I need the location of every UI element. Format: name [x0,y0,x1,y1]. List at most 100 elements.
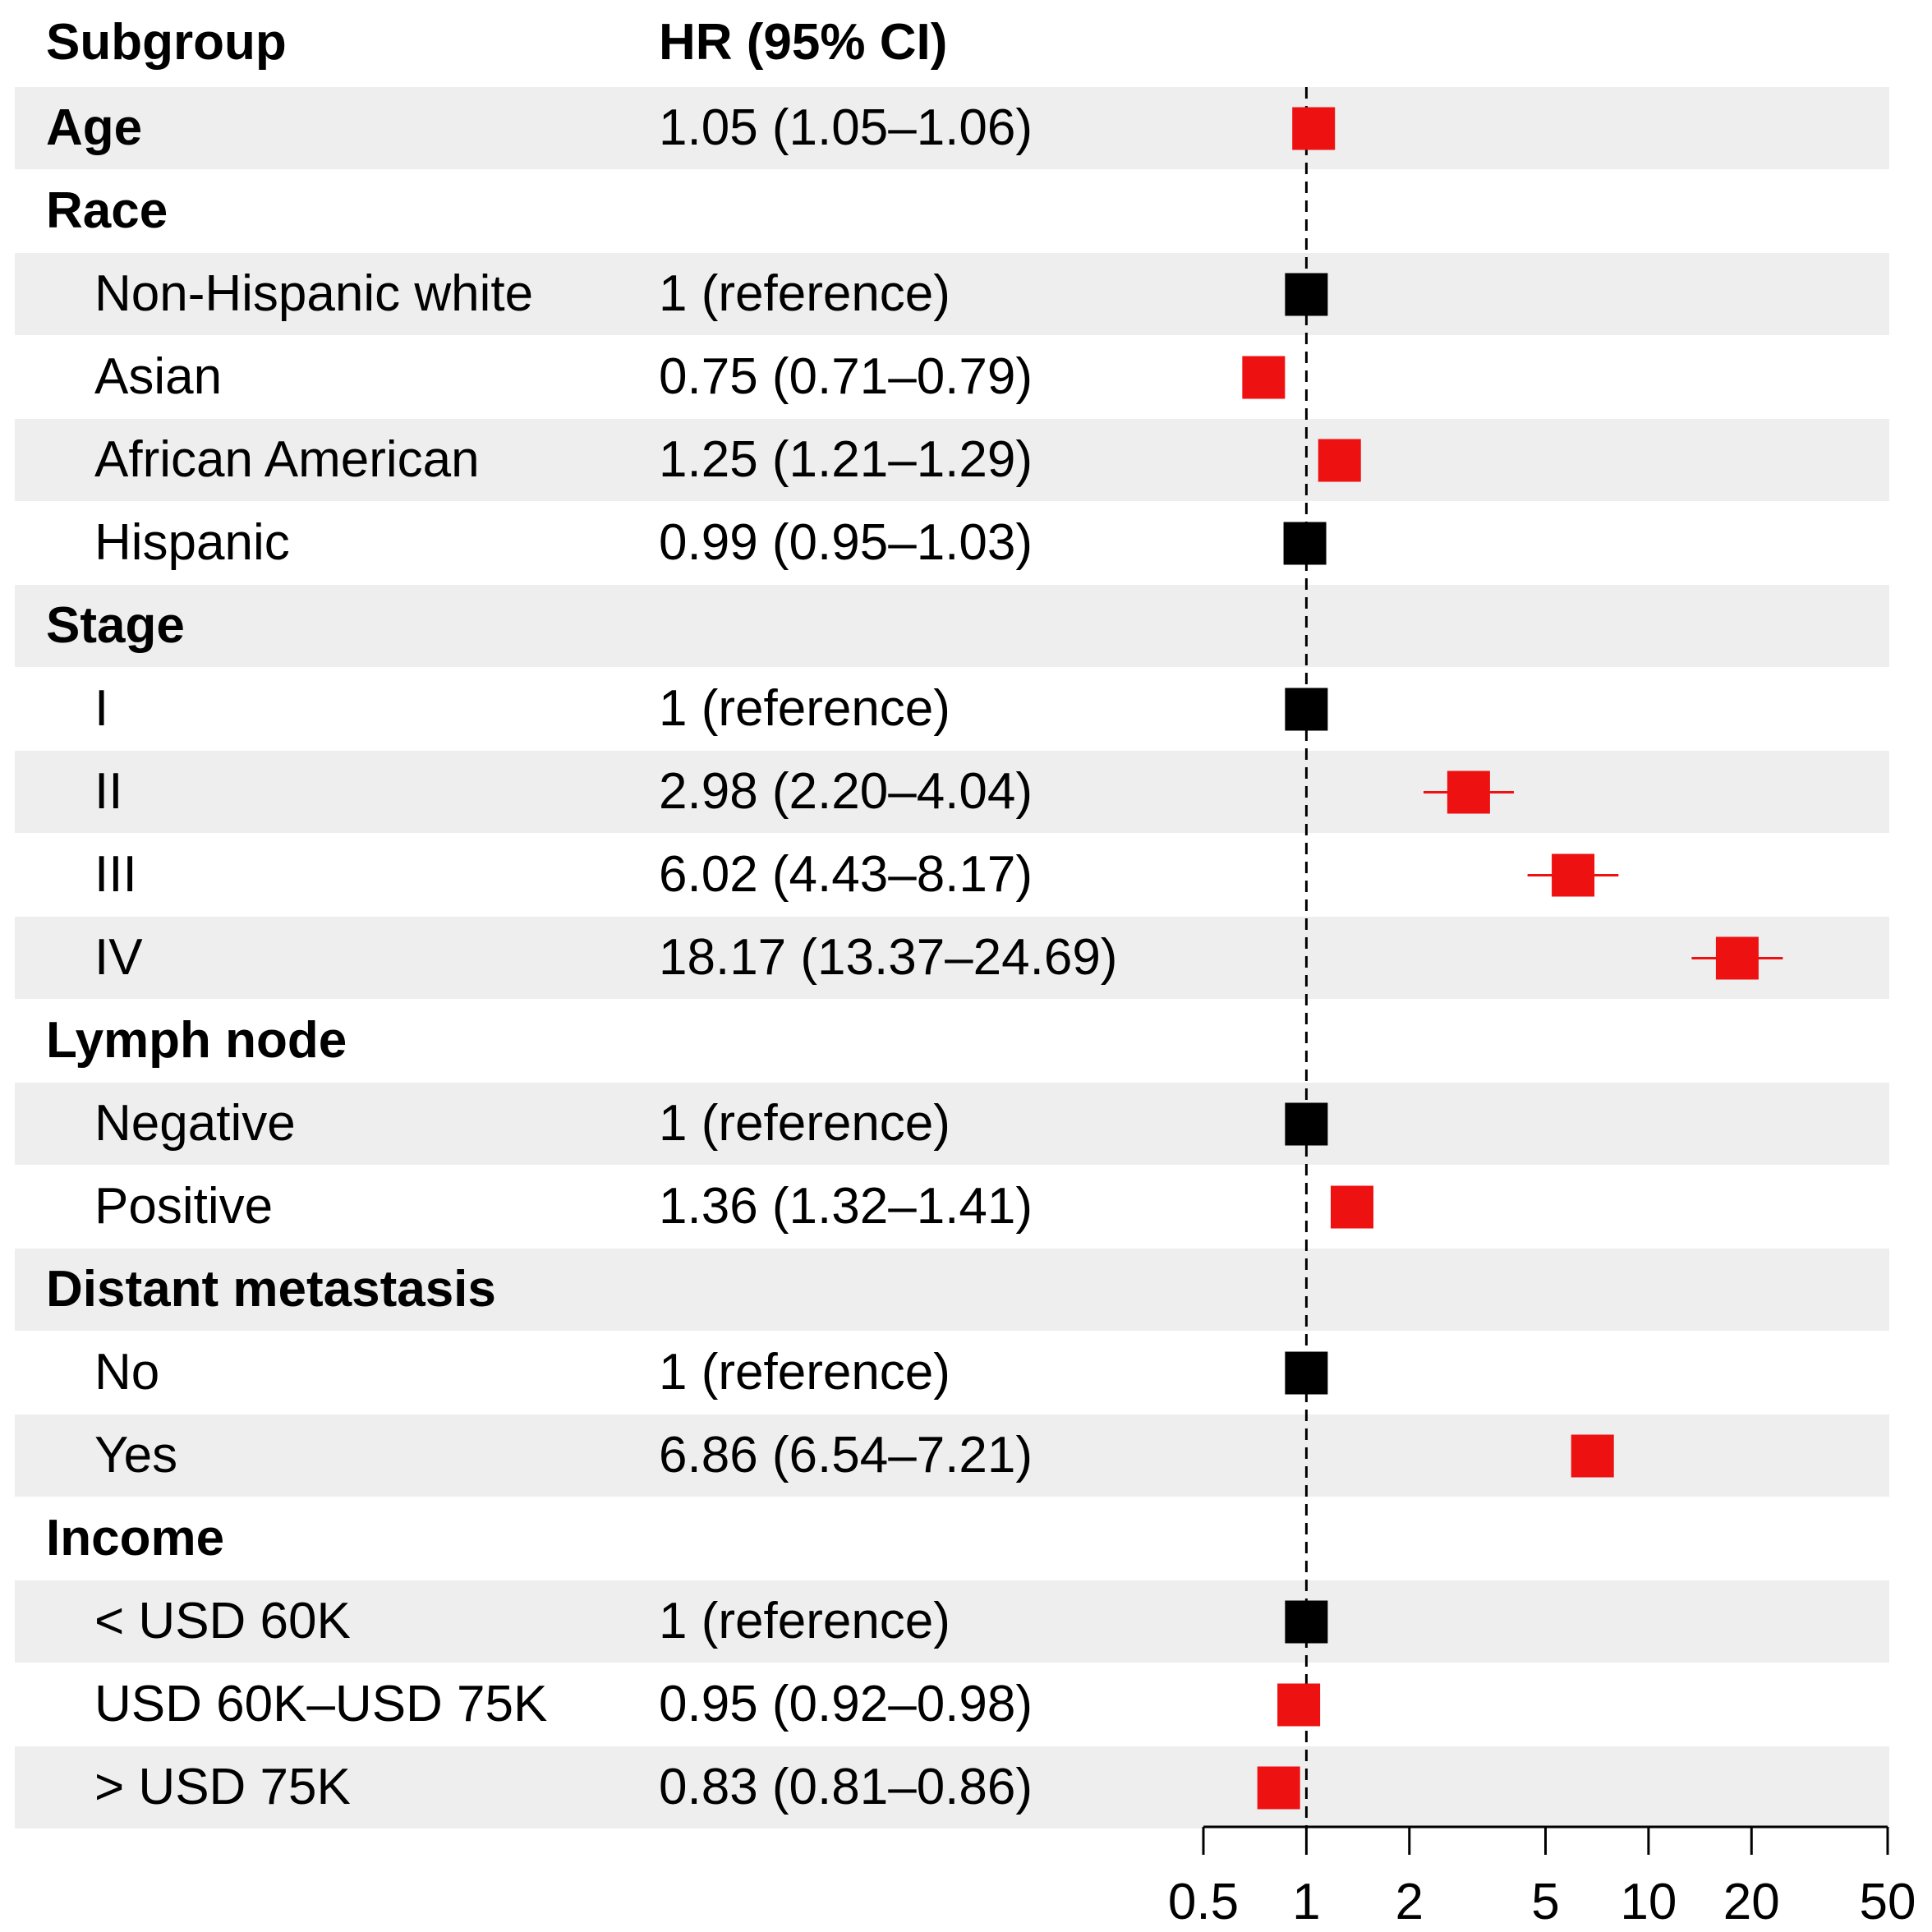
hr-ci-value: 6.86 (6.54–7.21) [659,1427,1033,1484]
subgroup-label: II [94,763,123,820]
group-label: Race [46,182,168,239]
hr-square [1292,107,1336,150]
subgroup-row: Non-Hispanic white 1 (reference) [15,253,1889,335]
group-row: Age 1.05 (1.05–1.06) [15,87,1889,169]
hr-ci-value: 18.17 (13.37–24.69) [659,929,1118,986]
hr-ci-value: 1 (reference) [659,1593,950,1649]
hr-ci-value: 0.99 (0.95–1.03) [659,514,1033,571]
hr-ci-value: 1.36 (1.32–1.41) [659,1178,1033,1235]
estimate-marker [1257,1766,1300,1810]
subgroup-label: IV [94,929,143,986]
subgroup-label: No [94,1344,160,1401]
estimate-marker [1318,439,1361,482]
hr-ci-value: 1.25 (1.21–1.29) [659,431,1033,488]
x-tick-label: 5 [1531,1874,1559,1930]
subgroup-row: Negative 1 (reference) [15,1083,1889,1165]
subgroup-row: USD 60K–USD 75K 0.95 (0.92–0.98) [15,1663,1889,1746]
estimate-marker [1285,273,1328,316]
hr-square [1285,273,1328,316]
group-label: Age [46,99,143,156]
group-label: Income [46,1510,225,1566]
hr-ci-value: 1 (reference) [659,1095,950,1152]
subgroup-label: III [94,846,137,903]
subgroup-label: African American [94,431,480,488]
hr-ci-value: 1 (reference) [659,680,950,737]
group-row: Lymph node [15,1000,1889,1082]
hr-ci-value: 2.98 (2.20–4.04) [659,763,1033,820]
hr-square [1715,936,1759,980]
x-tick-label: 2 [1396,1874,1424,1930]
estimate-marker [1285,688,1328,731]
subgroup-row: > USD 75K 0.83 (0.81–0.86) [15,1746,1889,1828]
subgroup-label: Negative [94,1095,296,1152]
estimate-marker [1283,522,1327,565]
subgroup-row: II 2.98 (2.20–4.04) [15,751,1889,833]
hr-square [1318,439,1361,482]
subgroup-header: Subgroup [46,14,287,71]
hr-ci-value: 1.05 (1.05–1.06) [659,99,1033,156]
estimate-marker [1285,1102,1328,1146]
hr-square [1283,522,1327,565]
hr-ci-value: 0.83 (0.81–0.86) [659,1759,1033,1815]
hr-square [1330,1185,1373,1229]
estimate-marker [1242,356,1286,399]
subgroup-label: Asian [94,348,223,405]
subgroup-row: I 1 (reference) [15,668,1889,750]
hr-square [1285,1351,1328,1395]
hr-ci-value: 1 (reference) [659,1344,950,1401]
hr-ci-value: 0.95 (0.92–0.98) [659,1676,1033,1732]
estimate-marker [1527,853,1619,897]
subgroup-label: Non-Hispanic white [94,265,534,322]
estimate-marker [1285,1351,1328,1395]
subgroup-row: African American 1.25 (1.21–1.29) [15,419,1889,501]
x-tick-label: 10 [1620,1874,1677,1930]
subgroup-label: I [94,680,109,737]
x-tick-label: 20 [1723,1874,1780,1930]
group-row: Income [15,1497,1889,1580]
hr-ci-value: 1 (reference) [659,265,950,322]
hr-square [1285,1102,1328,1146]
hr-square [1552,853,1595,897]
subgroup-row: No 1 (reference) [15,1332,1889,1414]
subgroup-row: Hispanic 0.99 (0.95–1.03) [15,502,1889,584]
estimate-marker [1423,770,1514,814]
subgroup-label: > USD 75K [94,1759,351,1815]
group-row: Race [15,170,1889,252]
group-row: Stage [15,585,1889,667]
estimate-marker [1571,1434,1614,1478]
subgroup-row: Positive 1.36 (1.32–1.41) [15,1166,1889,1248]
hr-ci-value: 6.02 (4.43–8.17) [659,846,1033,903]
x-tick-label: 0.5 [1168,1874,1239,1930]
group-label: Lymph node [46,1012,347,1069]
group-row: Distant metastasis [15,1249,1889,1331]
hr-square [1285,688,1328,731]
subgroup-label: Positive [94,1178,274,1235]
estimate-marker [1277,1683,1321,1727]
subgroup-label: < USD 60K [94,1593,351,1649]
hr-square [1571,1434,1614,1478]
subgroup-row: Asian 0.75 (0.71–0.79) [15,336,1889,418]
group-label: Distant metastasis [46,1261,496,1318]
subgroup-label: Yes [94,1427,178,1484]
estimate-marker [1691,936,1783,980]
group-label: Stage [46,597,185,654]
subgroup-label: USD 60K–USD 75K [94,1676,548,1732]
subgroup-row: III 6.02 (4.43–8.17) [15,834,1889,916]
hr-ci-header: HR (95% CI) [659,14,948,71]
estimate-marker [1285,1600,1328,1644]
hr-square [1285,1600,1328,1644]
x-tick-label: 50 [1860,1874,1916,1930]
hr-square [1257,1766,1300,1810]
subgroup-row: IV 18.17 (13.37–24.69) [15,917,1889,999]
estimate-marker [1292,107,1336,150]
hr-square [1242,356,1286,399]
estimate-marker [1330,1185,1373,1229]
hr-square [1277,1683,1321,1727]
x-tick-label: 1 [1292,1874,1320,1930]
hr-ci-value: 0.75 (0.71–0.79) [659,348,1033,405]
subgroup-row: < USD 60K 1 (reference) [15,1580,1889,1663]
hr-square [1447,770,1490,814]
subgroup-label: Hispanic [94,514,290,571]
